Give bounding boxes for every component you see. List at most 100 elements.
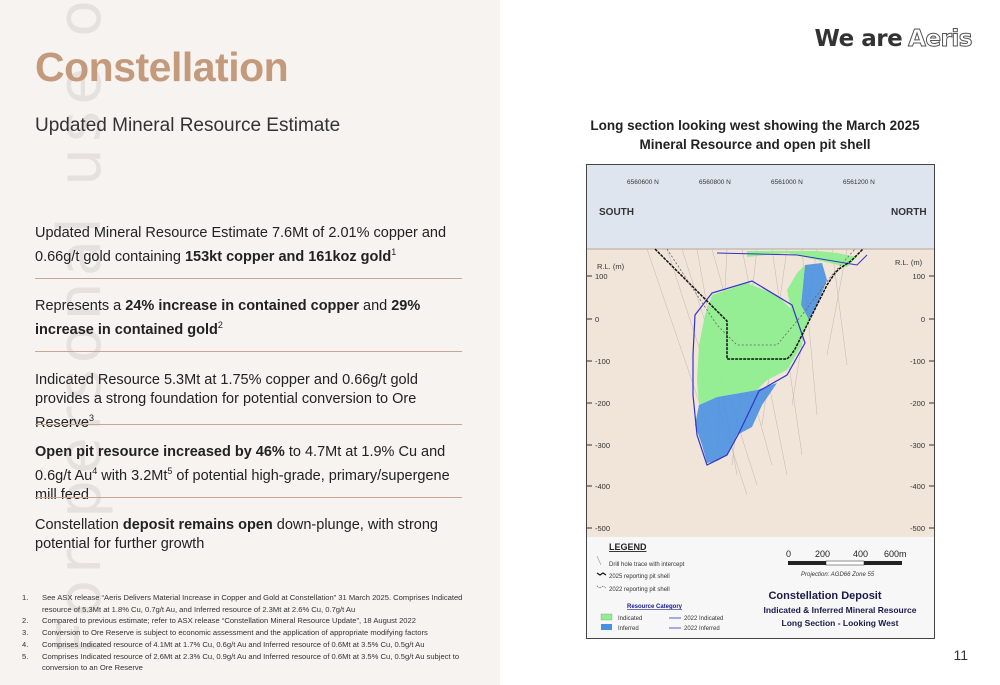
point-bold: 29% increase in contained gold — [35, 298, 421, 338]
indicated-resource — [787, 265, 809, 340]
indicated-resource — [697, 283, 802, 405]
legend-title: LEGEND — [609, 542, 647, 552]
point-text: Represents a — [35, 298, 126, 314]
rl-tick: 100 — [595, 272, 608, 281]
deposit-title: Constellation Deposit — [768, 590, 881, 602]
figure-title: Long section looking west showing the Ma… — [570, 116, 940, 154]
brand-name: Aeris — [908, 26, 973, 53]
rl-label-right: R.L. (m) — [895, 258, 923, 267]
south-label: SOUTH — [599, 207, 634, 218]
point-text: Indicated Resource 5.3Mt at 1.75% copper… — [35, 372, 418, 431]
rl-tick: -500 — [910, 524, 925, 533]
point-text: to 4.7Mt at 1.9% Cu and 0.6g/t Au — [35, 444, 446, 484]
long-section-figure: 6560600 N 6560800 N 6561000 N 6561200 N … — [586, 164, 935, 639]
legend-item: 2022 reporting pit shell — [609, 587, 670, 593]
footnote: 5. Comprises Indicated resource of 2.6Mt … — [22, 651, 460, 673]
left-panel — [0, 0, 500, 685]
key-point-2: Represents a 24% increase in contained c… — [35, 297, 462, 340]
divider — [35, 497, 462, 498]
key-point-1: Updated Mineral Resource Estimate 7.6Mt … — [35, 224, 462, 267]
brand-prefix: We are — [814, 26, 903, 52]
footnote: 3. Conversion to Ore Reserve is subject t… — [22, 628, 428, 638]
north-label: NORTH — [891, 207, 927, 218]
rl-tick: 0 — [595, 315, 599, 324]
northing-label: 6561200 N — [843, 179, 875, 186]
northing-labels: 6560600 N 6560800 N 6561000 N 6561200 N — [627, 179, 875, 186]
footnote-ref: 1 — [391, 247, 397, 257]
footnote-ref: 2 — [217, 320, 223, 330]
point-bold: 24% increase in contained copper — [125, 298, 359, 314]
resource-outline-2022 — [692, 280, 806, 466]
page-title: Constellation — [35, 44, 289, 90]
pit-shell-2022 — [666, 248, 856, 346]
figure-title-line: Mineral Resource and open pit shell — [639, 137, 871, 152]
footnote-ref: 3 — [89, 413, 95, 423]
rl-tick: -300 — [910, 441, 925, 450]
rl-axis-right: 100 0 -100 -200 -300 -400 -500 — [910, 272, 934, 533]
point-text: down-plunge, with strong potential for f… — [35, 517, 438, 552]
scale-bar-segment — [788, 561, 826, 565]
inferred-swatch — [601, 624, 612, 630]
northing-label: 6560600 N — [627, 179, 659, 186]
pit-shell-2025 — [654, 248, 864, 360]
point-text: Updated Mineral Resource Estimate 7.6Mt … — [35, 225, 447, 265]
rl-axis-left: 100 0 -100 -200 -300 -400 -500 — [587, 272, 610, 533]
scale-bar-segment — [825, 560, 865, 566]
legend-item: 2022 Inferred — [684, 626, 720, 632]
rl-tick: -300 — [595, 441, 610, 450]
point-text: and — [358, 298, 392, 314]
indicated-swatch — [600, 613, 613, 621]
key-point-4: Open pit resource increased by 46% to 4.… — [35, 443, 462, 505]
figure-title-line: Long section looking west showing the Ma… — [590, 118, 920, 133]
legend-drill-swatch — [596, 555, 602, 566]
rl-tick: 0 — [921, 315, 925, 324]
indicated-resource — [747, 251, 857, 267]
legend-item: 2022 Indicated — [684, 616, 723, 622]
legend-item: 2025 reporting pit shell — [609, 574, 670, 580]
scale-bar: 0 200 400 600m — [786, 549, 907, 566]
footnote-ref: 4 — [92, 466, 98, 476]
deposit-subtitle: Indicated & Inferred Mineral Resource — [763, 605, 916, 615]
inferred-resource — [801, 263, 827, 320]
footnote: 1. See ASX release “Aeris Delivers Materi… — [22, 593, 463, 614]
divider — [35, 424, 462, 425]
deposit-subtitle: Long Section - Looking West — [782, 618, 899, 628]
key-point-5: Constellation deposit remains open down-… — [35, 516, 462, 554]
resource-category-title: Resource Category — [627, 604, 683, 610]
brand-logo: We are Aeris — [814, 26, 973, 53]
point-bold: 153kt copper and 161koz gold — [184, 248, 392, 265]
divider — [35, 278, 462, 279]
footnote: 2. Compared to previous estimate; refer t… — [22, 616, 416, 626]
footnote-ref: 5 — [167, 466, 173, 476]
resource-outline-2022 — [716, 252, 868, 266]
divider — [35, 351, 462, 352]
rl-tick: -400 — [910, 482, 925, 491]
key-point-3: Indicated Resource 5.3Mt at 1.75% copper… — [35, 371, 462, 433]
rl-tick: -100 — [910, 357, 925, 366]
point-bold: deposit remains open — [122, 517, 273, 533]
inferred-resource — [695, 383, 777, 463]
sky-band — [587, 165, 934, 249]
legend-item: Drill hole trace with intercept — [609, 562, 685, 568]
rl-tick: -200 — [910, 399, 925, 408]
scale-label: 400 — [853, 549, 868, 559]
scale-bar-segment — [864, 561, 902, 565]
point-text: with 3.2Mt — [97, 467, 168, 484]
footnote: 4. Comprises Indicated resource of 4.1Mt … — [22, 639, 425, 649]
scale-label: 200 — [815, 549, 830, 559]
rl-tick: -100 — [595, 357, 610, 366]
rl-tick: -200 — [595, 399, 610, 408]
northing-label: 6560800 N — [699, 179, 731, 186]
legend-item: Indicated — [618, 616, 642, 622]
rl-tick: -400 — [595, 482, 610, 491]
point-text: of potential high-grade, primary/superge… — [35, 467, 450, 503]
scale-label: 600m — [884, 549, 907, 559]
rl-tick: -500 — [595, 524, 610, 533]
scale-label: 0 — [786, 549, 791, 559]
legend-pit-2025-swatch — [596, 572, 607, 576]
rl-tick: 100 — [912, 272, 925, 281]
point-bold: Open pit resource increased by 46% — [35, 444, 285, 460]
footnotes: 1. See ASX release “Aeris Delivers Materi… — [22, 592, 482, 674]
page-number: 11 — [953, 647, 968, 663]
page-subtitle: Updated Mineral Resource Estimate — [35, 115, 341, 136]
